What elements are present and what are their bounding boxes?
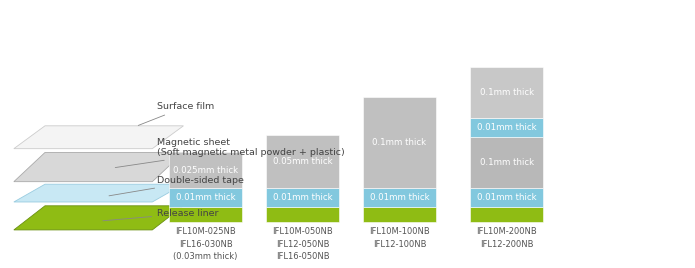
Text: IFL10M-050NB
IFL12-050NB
IFL16-050NB: IFL10M-050NB IFL12-050NB IFL16-050NB [272, 227, 333, 261]
Text: 0.025mm thick: 0.025mm thick [173, 166, 238, 175]
Polygon shape [14, 206, 183, 230]
Text: IFL10M-200NB
IFL12-200NB: IFL10M-200NB IFL12-200NB [476, 227, 537, 249]
Bar [471, 68, 543, 118]
Text: 0.01mm thick: 0.01mm thick [477, 193, 537, 202]
Text: 0.01mm thick: 0.01mm thick [272, 193, 332, 202]
Bar [471, 188, 543, 207]
Bar [266, 135, 339, 188]
Bar [170, 152, 242, 188]
Bar [363, 96, 436, 188]
Text: 0.01mm thick: 0.01mm thick [370, 193, 430, 202]
Text: Release liner: Release liner [103, 209, 219, 221]
Text: Magnetic sheet
(Soft magnetic metal powder + plastic): Magnetic sheet (Soft magnetic metal powd… [115, 138, 345, 168]
Bar [266, 207, 339, 222]
Text: 0.05mm thick: 0.05mm thick [272, 157, 332, 166]
Bar [363, 207, 436, 222]
Bar [170, 188, 242, 207]
Bar [266, 188, 339, 207]
Bar [471, 118, 543, 137]
Text: Surface film: Surface film [138, 102, 214, 125]
Bar [471, 207, 543, 222]
Text: 0.01mm thick: 0.01mm thick [477, 123, 537, 132]
Text: 0.1mm thick: 0.1mm thick [480, 88, 534, 97]
Bar [170, 207, 242, 222]
Text: 0.1mm thick: 0.1mm thick [373, 138, 427, 147]
Text: IFL10M-100NB
IFL12-100NB: IFL10M-100NB IFL12-100NB [369, 227, 430, 249]
Text: Double-sided tape: Double-sided tape [109, 176, 244, 196]
Polygon shape [14, 184, 183, 202]
Polygon shape [14, 126, 183, 149]
Bar [363, 188, 436, 207]
Text: 0.1mm thick: 0.1mm thick [480, 158, 534, 167]
Bar [471, 137, 543, 188]
Text: IFL10M-025NB
IFL16-030NB
(0.03mm thick): IFL10M-025NB IFL16-030NB (0.03mm thick) [174, 227, 238, 261]
Polygon shape [14, 152, 183, 182]
Text: 0.01mm thick: 0.01mm thick [176, 193, 236, 202]
